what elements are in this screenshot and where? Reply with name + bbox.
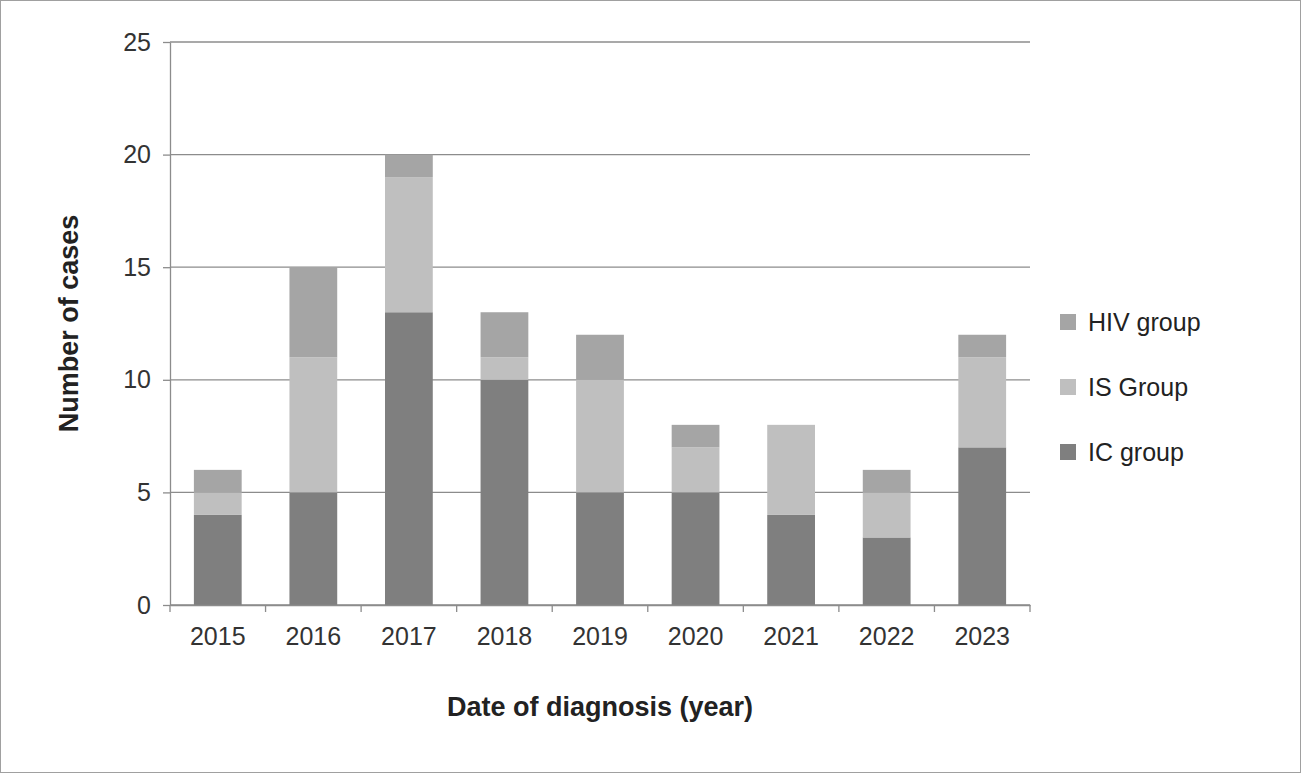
tick-label: 2015 (190, 622, 246, 650)
tick-label: 2019 (572, 622, 628, 650)
tick-mark (456, 605, 457, 612)
x-axis: 2015 2016 2017 2018 2019 2020 2021 2022 2023 (170, 605, 1031, 650)
tick-mark (163, 492, 170, 493)
tick-mark (1029, 605, 1030, 612)
tick: 2022 (859, 622, 915, 650)
bar (194, 470, 242, 493)
y-axis-title: Number of cases (54, 215, 84, 433)
bar (576, 380, 624, 493)
tick-mark (934, 605, 935, 612)
tick: 25 (123, 28, 170, 56)
series (194, 177, 1006, 537)
tick-label: 2023 (954, 622, 1010, 650)
tick: 2019 (572, 622, 628, 650)
bar (385, 155, 433, 178)
bar (576, 492, 624, 605)
tick-mark (743, 605, 744, 612)
tick-mark (163, 42, 170, 43)
grid-line (170, 41, 1030, 42)
tick: 20 (123, 140, 170, 168)
tick-mark (360, 605, 361, 612)
axis-line (171, 605, 1031, 606)
bar (194, 492, 242, 515)
tick-mark (163, 605, 170, 606)
legend-swatch (1060, 314, 1076, 330)
bar (767, 424, 815, 425)
bar (385, 312, 433, 605)
bar (958, 357, 1006, 447)
tick-mark (163, 154, 170, 155)
tick: 15 (123, 253, 170, 281)
boundary-ticks (170, 605, 1030, 612)
bars (194, 155, 1006, 605)
tick: 5 (137, 478, 170, 506)
tick: 0 (137, 591, 170, 619)
bar (194, 515, 242, 605)
bar (289, 267, 337, 357)
grid (170, 42, 1030, 605)
legend-swatch (1060, 379, 1076, 395)
tick: 2023 (954, 622, 1010, 650)
tick: 2021 (763, 622, 819, 650)
bar (958, 335, 1006, 358)
tick-label: 2021 (763, 622, 819, 650)
tick-mark (163, 380, 170, 381)
series (194, 155, 1006, 493)
bar (289, 492, 337, 605)
tick-mark (838, 605, 839, 612)
bar (289, 357, 337, 492)
tick-label: 2022 (859, 622, 915, 650)
bar (767, 515, 815, 605)
tick: 2020 (668, 622, 724, 650)
legend-label: IC group (1088, 438, 1184, 466)
chart: 0510152025201520162017201820192020202120… (0, 0, 1301, 773)
bar (958, 447, 1006, 605)
tick-label: 2018 (477, 622, 533, 650)
bar (863, 492, 911, 537)
bar (863, 470, 911, 493)
tick-label: 20 (123, 140, 151, 168)
bar (863, 537, 911, 605)
bar (385, 177, 433, 312)
tick-mark (163, 267, 170, 268)
tick-label: 5 (137, 478, 151, 506)
tick-label: 2017 (381, 622, 437, 650)
bar (767, 425, 815, 515)
legend-label: HIV group (1088, 308, 1201, 336)
legend: HIV group IS Group IC group (1060, 308, 1201, 466)
bar (672, 492, 720, 605)
tick-mark (552, 605, 553, 612)
tick: 2015 (190, 622, 246, 650)
tick: 10 (123, 365, 170, 393)
tick-mark (265, 605, 266, 612)
tick-label: 25 (123, 28, 151, 56)
grid-line (170, 154, 1030, 155)
tick-label: 10 (123, 365, 151, 393)
bar (576, 335, 624, 380)
tick: 2018 (477, 622, 533, 650)
bar (481, 357, 529, 380)
bar (481, 312, 529, 357)
frame (1, 1, 1301, 773)
bar (481, 380, 529, 605)
x-axis-title: Date of diagnosis (year) (447, 692, 753, 722)
bar (672, 425, 720, 448)
tick-label: 15 (123, 253, 151, 281)
tick-mark (647, 605, 648, 612)
legend-label: IS Group (1088, 373, 1188, 401)
tick-label: 2020 (668, 622, 724, 650)
legend-swatch (1060, 444, 1076, 460)
tick-mark (169, 605, 170, 612)
tick: 2017 (381, 622, 437, 650)
tick-label: 2016 (286, 622, 342, 650)
bar (672, 447, 720, 492)
tick: 2016 (286, 622, 342, 650)
tick-label: 0 (137, 591, 151, 619)
y-axis: 0 5 10 15 20 25 (123, 28, 170, 619)
axis-line (170, 43, 171, 606)
